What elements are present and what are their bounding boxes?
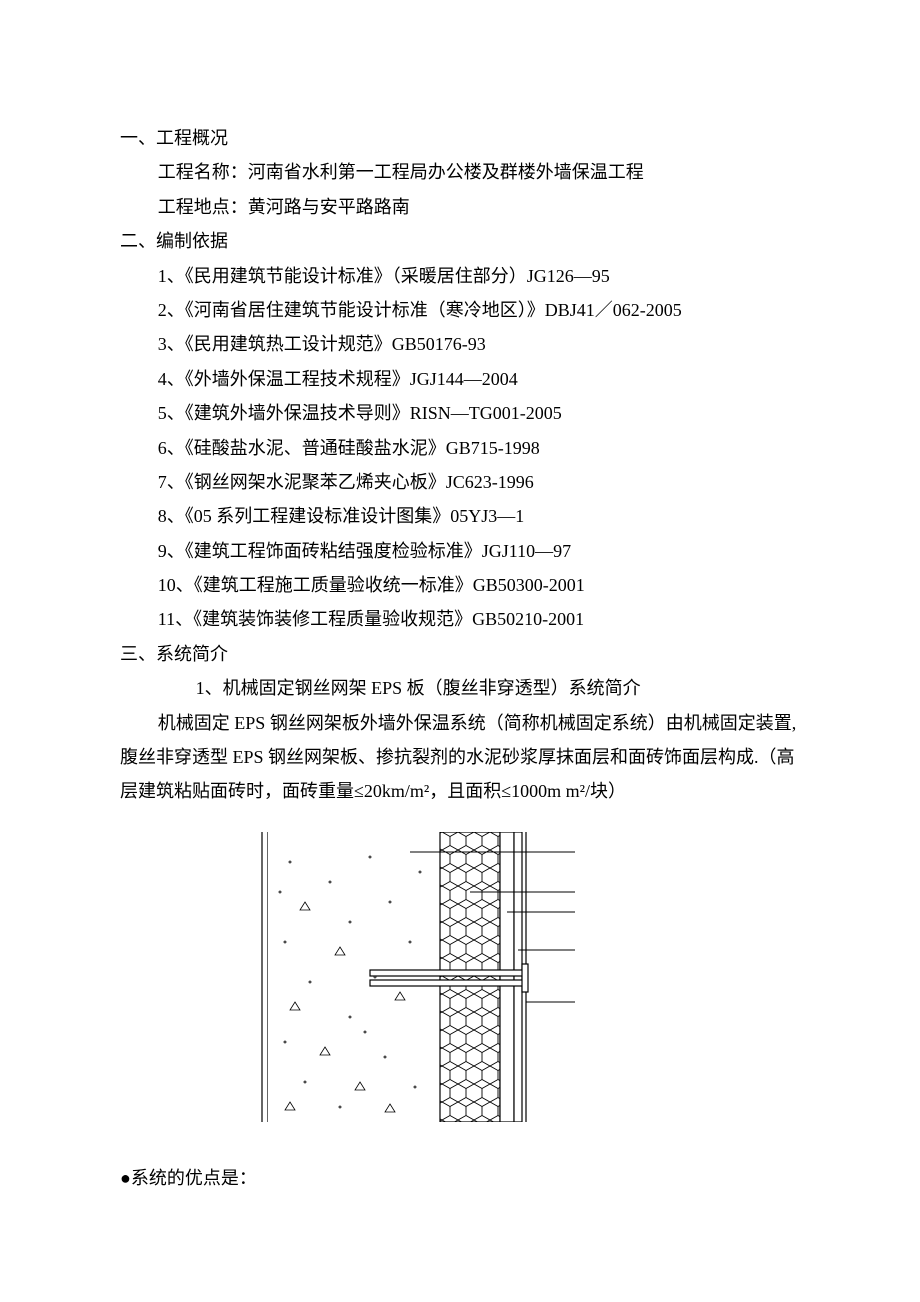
section-3: 三、系统简介 1、机械固定钢丝网架 EPS 板（腹丝非穿透型）系统简介 机械固定…	[120, 638, 800, 808]
project-name-label: 工程名称：	[158, 162, 248, 182]
ref-item: 2、《河南省居住建筑节能设计标准（寒冷地区）》DBJ41／062-2005	[120, 294, 800, 326]
section-1-heading: 一、工程概况	[120, 122, 800, 154]
section-3-para-line: 腹丝非穿透型 EPS 钢丝网架板、掺抗裂剂的水泥砂浆厚抹面层和面砖饰面层构成.（…	[120, 741, 800, 773]
ref-item: 1、《民用建筑节能设计标准》（采暖居住部分）JG126—95	[120, 260, 800, 292]
section-1: 一、工程概况 工程名称：河南省水利第一工程局办公楼及群楼外墙保温工程 工程地点：…	[120, 122, 800, 223]
ref-item: 5、《建筑外墙外保温技术导则》RISN—TG001-2005	[120, 397, 800, 429]
section-2: 二、编制依据 1、《民用建筑节能设计标准》（采暖居住部分）JG126—95 2、…	[120, 225, 800, 636]
diagram-container	[120, 832, 800, 1132]
section-3-para-line: 机械固定 EPS 钢丝网架板外墙外保温系统（简称机械固定系统）由机械固定装置,	[120, 707, 800, 739]
project-name-value: 河南省水利第一工程局办公楼及群楼外墙保温工程	[248, 162, 644, 182]
section-3-sub1-title: 1、机械固定钢丝网架 EPS 板（腹丝非穿透型）系统简介	[120, 672, 800, 704]
ref-item: 8、《05 系列工程建设标准设计图集》05YJ3—1	[120, 500, 800, 532]
ref-item: 9、《建筑工程饰面砖粘结强度检验标准》JGJ110—97	[120, 535, 800, 567]
section-2-heading: 二、编制依据	[120, 225, 800, 257]
section-3-heading: 三、系统简介	[120, 638, 800, 670]
ref-item: 3、《民用建筑热工设计规范》GB50176-93	[120, 328, 800, 360]
project-location-value: 黄河路与安平路路南	[248, 197, 410, 217]
ref-item: 7、《钢丝网架水泥聚苯乙烯夹心板》JC623-1996	[120, 466, 800, 498]
ref-item: 6、《硅酸盐水泥、普通硅酸盐水泥》GB715-1998	[120, 432, 800, 464]
wall-section-diagram	[210, 832, 710, 1122]
section-3-para-line: 层建筑粘贴面砖时，面砖重量≤20km/m²，且面积≤1000m m²/块）	[120, 775, 800, 807]
project-name-line: 工程名称：河南省水利第一工程局办公楼及群楼外墙保温工程	[120, 156, 800, 188]
advantages-bullet: ●系统的优点是：	[120, 1162, 800, 1194]
ref-item: 11、《建筑装饰装修工程质量验收规范》GB50210-2001	[120, 603, 800, 635]
ref-item: 10、《建筑工程施工质量验收统一标准》GB50300-2001	[120, 569, 800, 601]
project-location-line: 工程地点：黄河路与安平路路南	[120, 191, 800, 223]
project-location-label: 工程地点：	[158, 197, 248, 217]
ref-item: 4、《外墙外保温工程技术规程》JGJ144—2004	[120, 363, 800, 395]
